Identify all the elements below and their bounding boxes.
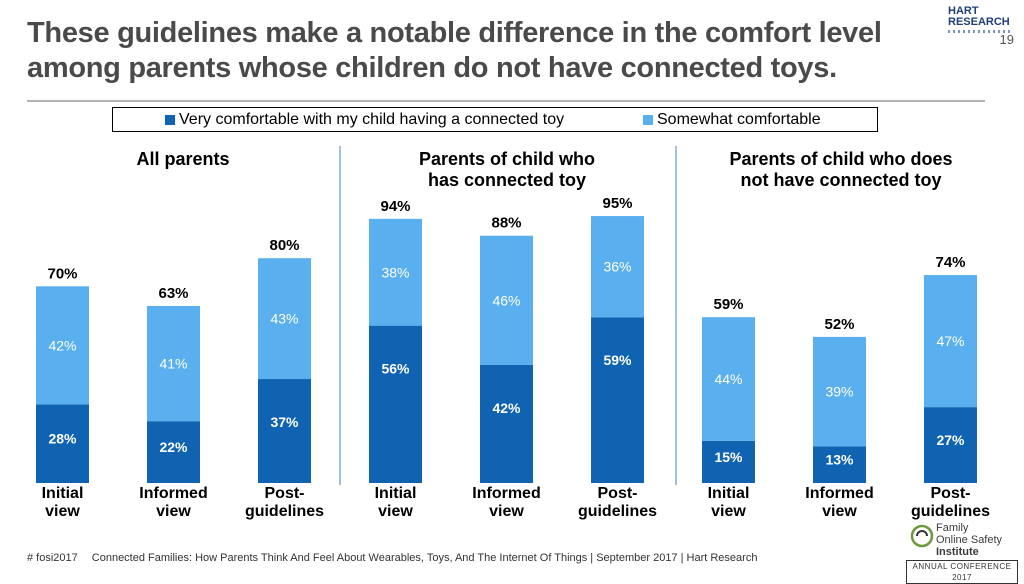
logo-hart-text: HART <box>948 5 979 17</box>
category-label-2-3-line-1: Post- <box>598 485 638 502</box>
category-label-2-1-line-2: view <box>378 503 413 520</box>
hart-research-logo: HART RESEARCH <box>948 6 1010 33</box>
category-label-1-1-line-2: view <box>45 503 80 520</box>
bar-very-1-3 <box>258 379 311 483</box>
label-total-1-2: 63% <box>158 285 188 302</box>
label-total-3-2: 52% <box>824 316 854 333</box>
bar-somewhat-2-1 <box>369 218 422 326</box>
label-very-3-1: 15% <box>714 449 743 465</box>
fosi-line-2: Online Safety <box>936 534 1003 546</box>
category-label-3-2-line-2: view <box>822 503 857 520</box>
bar-very-1-2 <box>147 421 200 483</box>
label-very-1-2: 22% <box>159 439 188 455</box>
category-label-3-2-line-1: Informed <box>805 485 873 502</box>
group-title-3-line-1: Parents of child who does <box>729 149 952 169</box>
footer: # fosi2017 Connected Families: How Parent… <box>27 552 771 564</box>
category-label-2-3-line-2: guidelines <box>578 503 657 520</box>
title-divider <box>27 100 985 102</box>
label-very-1-3: 37% <box>270 414 299 430</box>
label-very-3-2: 13% <box>825 452 854 468</box>
category-label-2-1-line-1: Initial <box>375 485 417 502</box>
label-somewhat-3-1: 44% <box>714 371 742 387</box>
bar-somewhat-2-2 <box>480 235 533 365</box>
category-label-1-2-line-2: view <box>156 503 191 520</box>
category-label-1-1-line-1: Initial <box>42 485 84 502</box>
bar-somewhat-3-3 <box>924 275 977 408</box>
page-title: These guidelines make a notable differen… <box>27 16 927 86</box>
bar-very-2-3 <box>591 317 644 483</box>
label-somewhat-2-2: 46% <box>492 292 520 308</box>
label-very-2-3: 59% <box>603 352 632 368</box>
page-number: 19 <box>999 32 1014 47</box>
bar-somewhat-1-2 <box>147 305 200 422</box>
label-very-2-1: 56% <box>381 361 410 377</box>
fosi-name: Family Online Safety Institute <box>936 522 1018 558</box>
label-somewhat-2-3: 36% <box>603 259 631 275</box>
title-line-2: among parents whose children do not have… <box>27 52 837 84</box>
bar-very-3-1 <box>702 440 755 483</box>
category-label-1-2-line-1: Informed <box>139 485 207 502</box>
bar-very-1-1 <box>36 404 89 483</box>
label-somewhat-2-1: 38% <box>381 264 409 280</box>
category-label-2-2-line-1: Informed <box>472 485 540 502</box>
group-title-3-line-2: not have connected toy <box>740 170 941 190</box>
legend-swatch-very <box>165 114 175 125</box>
bar-very-2-2 <box>480 364 533 483</box>
bar-very-2-1 <box>369 325 422 483</box>
label-somewhat-1-3: 43% <box>270 311 298 327</box>
label-total-2-3: 95% <box>602 195 632 212</box>
category-label-3-3-line-2: guidelines <box>911 503 990 520</box>
label-somewhat-1-1: 42% <box>48 337 76 353</box>
label-total-2-1: 94% <box>380 198 410 215</box>
fosi-line-1: Family <box>936 522 969 534</box>
footer-hashtag: # fosi2017 <box>27 552 78 564</box>
bar-somewhat-3-1 <box>702 317 755 441</box>
chart-legend: Very comfortable with my child having a … <box>112 107 878 132</box>
label-very-2-2: 42% <box>492 400 521 416</box>
bar-very-3-3 <box>924 407 977 483</box>
label-very-1-1: 28% <box>48 431 77 447</box>
fosi-mark-icon <box>910 524 934 548</box>
category-label-1-3-line-1: Post- <box>265 485 305 502</box>
fosi-line-3: Institute <box>936 546 979 558</box>
legend-item-very: Very comfortable with my child having a … <box>165 111 564 129</box>
label-total-1-1: 70% <box>47 265 77 282</box>
bar-somewhat-3-2 <box>813 336 866 447</box>
group-title-2-line-1: Parents of child who <box>419 149 595 169</box>
footer-citation: Connected Families: How Parents Think An… <box>91 552 758 564</box>
bar-somewhat-2-3 <box>591 216 644 318</box>
bar-somewhat-1-1 <box>36 286 89 405</box>
legend-swatch-somewhat <box>643 114 653 125</box>
legend-label-somewhat: Somewhat comfortable <box>657 110 821 128</box>
label-total-1-3: 80% <box>269 237 299 254</box>
legend-label-very: Very comfortable with my child having a … <box>179 110 565 128</box>
label-somewhat-3-3: 47% <box>936 333 964 349</box>
label-total-2-2: 88% <box>491 215 521 232</box>
label-total-3-3: 74% <box>935 254 965 271</box>
label-total-3-1: 59% <box>713 296 743 313</box>
group-title-2-line-2: has connected toy <box>428 170 586 190</box>
group-title-1-line-1: All parents <box>136 149 229 169</box>
fosi-logo: Family Online Safety Institute ANNUAL CO… <box>906 522 1018 584</box>
logo-dots <box>948 30 1010 33</box>
category-label-3-3-line-1: Post- <box>931 485 971 502</box>
fosi-conference-label: ANNUAL CONFERENCE 2017 <box>906 560 1018 584</box>
category-label-3-1-line-2: view <box>711 503 746 520</box>
legend-item-somewhat: Somewhat comfortable <box>643 111 821 129</box>
label-somewhat-3-2: 39% <box>825 384 853 400</box>
label-very-3-3: 27% <box>936 432 965 448</box>
category-label-1-3-line-2: guidelines <box>245 503 324 520</box>
category-label-3-1-line-1: Initial <box>708 485 750 502</box>
label-somewhat-1-2: 41% <box>159 356 187 372</box>
logo-research-text: RESEARCH <box>948 16 1010 28</box>
bar-somewhat-1-3 <box>258 258 311 380</box>
category-label-2-2-line-2: view <box>489 503 524 520</box>
title-line-1: These guidelines make a notable differen… <box>27 17 882 49</box>
bar-very-3-2 <box>813 446 866 483</box>
